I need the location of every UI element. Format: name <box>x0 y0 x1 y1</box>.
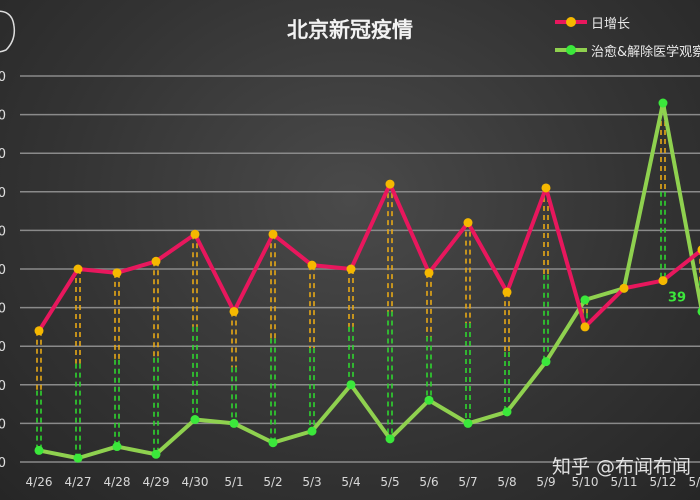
y-tick-label: 60 <box>0 224 6 239</box>
legend: 日增长 治愈&解除医学观察 <box>555 8 700 64</box>
x-tick-label: 5/1 <box>224 475 243 489</box>
data-point <box>34 445 44 455</box>
x-tick-label: 5/3 <box>302 475 321 489</box>
legend-label: 治愈&解除医学观察 <box>591 44 700 60</box>
x-tick-label: 4/26 <box>26 475 53 489</box>
y-tick-label: 20 <box>0 379 6 394</box>
data-point <box>73 453 83 463</box>
data-point <box>151 256 161 266</box>
x-tick-label: 4/29 <box>143 475 170 489</box>
data-point <box>112 268 122 278</box>
data-point <box>34 326 44 336</box>
x-tick-label: 5/8 <box>497 475 516 489</box>
data-point <box>463 418 473 428</box>
data-point <box>73 264 83 274</box>
x-tick-label: 5/10 <box>572 475 599 489</box>
data-point <box>697 245 700 254</box>
data-point <box>307 260 317 270</box>
data-point <box>190 229 200 239</box>
legend-item-recovered: 治愈&解除医学观察 <box>555 36 700 64</box>
x-tick-label: 5/13 <box>689 475 700 489</box>
data-point <box>268 438 278 448</box>
legend-label: 日增长 <box>591 16 631 32</box>
y-tick-label: 10 <box>0 417 6 432</box>
data-point <box>385 434 395 444</box>
x-tick-label: 5/2 <box>263 475 282 489</box>
legend-swatch <box>555 45 587 55</box>
legend-swatch <box>555 17 587 27</box>
x-tick-label: 4/28 <box>104 475 131 489</box>
series-line <box>37 182 700 332</box>
x-tick-label: 5/7 <box>458 475 477 489</box>
y-tick-label: 30 <box>0 340 6 355</box>
data-point <box>307 426 317 436</box>
data-point <box>541 183 551 193</box>
y-tick-label: 50 <box>0 263 6 278</box>
x-tick-label: 5/12 <box>650 475 677 489</box>
x-tick-label: 5/4 <box>341 475 360 489</box>
x-tick-label: 5/9 <box>536 475 555 489</box>
x-tick-label: 4/27 <box>65 475 92 489</box>
data-point <box>385 179 395 189</box>
data-point <box>502 287 512 297</box>
y-tick-label: 40 <box>0 302 6 317</box>
data-point <box>112 442 122 452</box>
y-tick-label: 70 <box>0 186 6 201</box>
data-point <box>151 449 161 459</box>
data-point <box>229 306 239 316</box>
data-point <box>463 218 473 228</box>
x-tick-label: 5/5 <box>380 475 399 489</box>
data-point <box>346 380 356 390</box>
chart-title: 北京新冠疫情 <box>287 18 413 42</box>
x-tick-label: 4/30 <box>182 475 209 489</box>
data-point <box>346 264 356 274</box>
data-point <box>580 295 590 305</box>
y-tick-label: 100 <box>0 70 6 85</box>
data-point <box>424 395 434 405</box>
legend-item-daily: 日增长 <box>555 8 700 36</box>
watermark: 知乎 @布闻布闻 <box>552 456 692 478</box>
data-point <box>190 415 200 425</box>
data-point <box>229 418 239 428</box>
data-point <box>424 268 434 278</box>
data-point <box>502 407 512 417</box>
data-point <box>658 276 668 286</box>
logo-icon <box>0 6 20 56</box>
y-tick-label: 90 <box>0 109 6 124</box>
data-point <box>697 307 700 316</box>
data-point <box>619 283 629 293</box>
y-tick-label: 80 <box>0 147 6 162</box>
data-point <box>268 229 278 239</box>
data-point <box>658 98 668 108</box>
series-line <box>38 101 700 461</box>
x-tick-label: 5/6 <box>419 475 438 489</box>
y-tick-label: 0 <box>0 456 6 471</box>
data-point <box>541 357 551 367</box>
data-point <box>580 322 590 332</box>
x-tick-label: 5/11 <box>611 475 638 489</box>
data-label: 39 <box>668 290 686 305</box>
